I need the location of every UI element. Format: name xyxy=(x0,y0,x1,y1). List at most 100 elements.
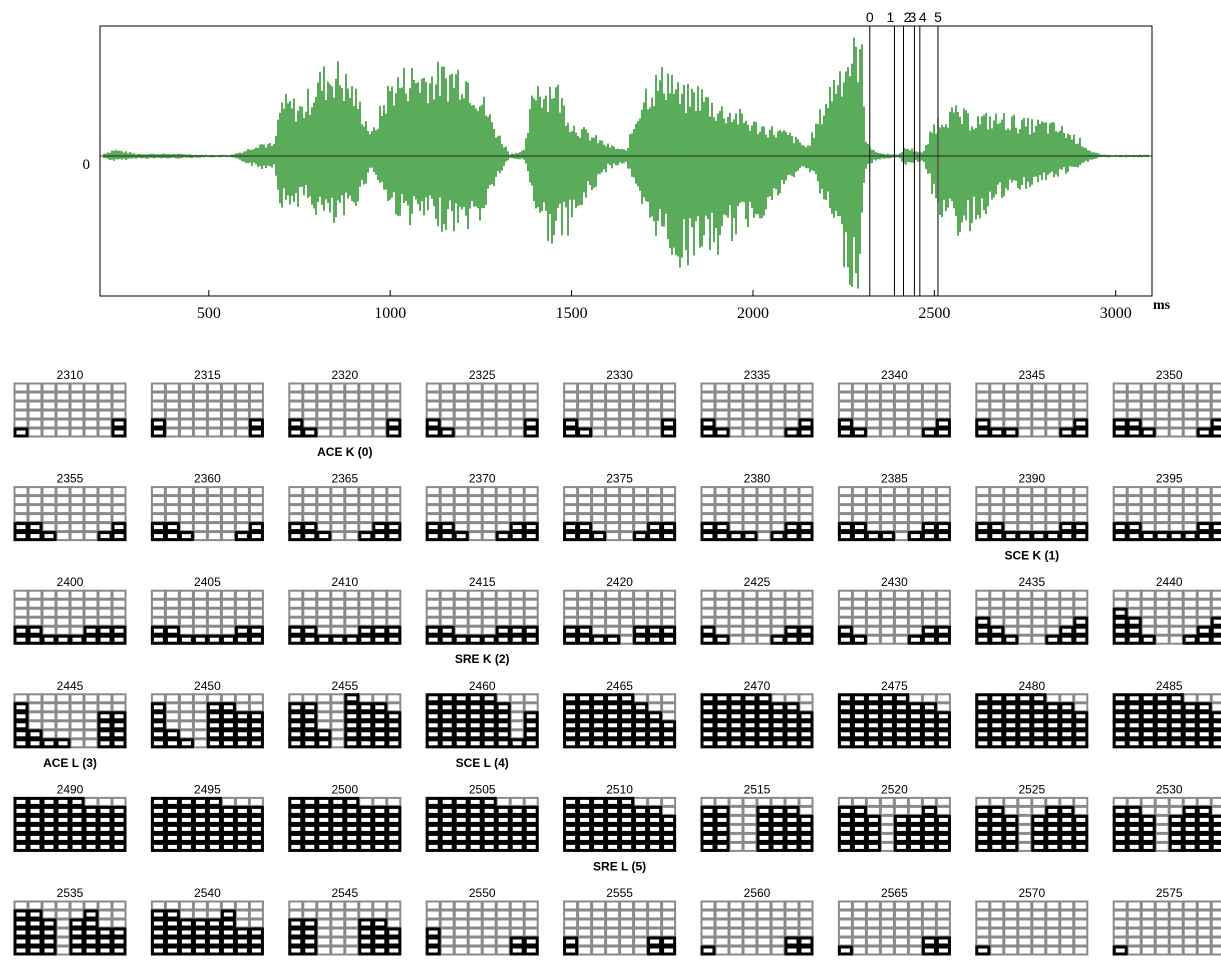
grid-cell xyxy=(344,909,360,920)
active-cell xyxy=(921,841,937,852)
frame-2520: 2520 xyxy=(837,782,951,852)
grid-cell xyxy=(192,909,208,920)
active-cell xyxy=(577,796,593,807)
active-cell xyxy=(288,418,304,429)
grid-cell xyxy=(330,409,346,420)
grid-cell xyxy=(742,504,758,515)
active-cell xyxy=(1112,720,1128,731)
grid-cell xyxy=(975,400,991,411)
active-cell xyxy=(1126,625,1142,636)
grid-cell xyxy=(27,513,43,524)
grid-cell xyxy=(975,504,991,515)
grid-cell xyxy=(605,598,621,609)
active-cell xyxy=(41,634,57,645)
grid-cell xyxy=(591,900,607,911)
grid-cell xyxy=(770,495,786,506)
grid-cell xyxy=(633,616,649,627)
grid-cell xyxy=(372,427,388,438)
active-cell xyxy=(425,796,441,807)
grid-cell xyxy=(13,504,29,515)
grid-cell xyxy=(234,400,250,411)
grid-cell xyxy=(837,927,853,938)
grid-cell xyxy=(756,616,772,627)
active-cell xyxy=(1059,814,1075,825)
active-cell xyxy=(439,427,455,438)
grid-cell xyxy=(206,900,222,911)
active-cell xyxy=(27,531,43,542)
grid-cell xyxy=(288,513,304,524)
active-cell xyxy=(1168,738,1184,749)
active-cell xyxy=(975,418,991,429)
grid-cell xyxy=(1073,504,1089,515)
grid-cell xyxy=(248,598,264,609)
active-cell xyxy=(1140,729,1156,740)
active-cell xyxy=(69,841,85,852)
grid-cell xyxy=(1210,391,1221,402)
grid-cell xyxy=(975,409,991,420)
grid-cell xyxy=(55,918,71,929)
event-marker-label: 5 xyxy=(934,9,942,25)
active-cell xyxy=(386,945,402,956)
grid-cell xyxy=(358,513,374,524)
active-cell xyxy=(69,918,85,929)
active-cell xyxy=(439,814,455,825)
active-cell xyxy=(192,805,208,816)
grid-cell xyxy=(164,589,180,600)
active-cell xyxy=(837,634,853,645)
grid-cell xyxy=(330,711,346,722)
active-cell xyxy=(661,945,677,956)
active-cell xyxy=(192,796,208,807)
grid-cell xyxy=(893,945,909,956)
active-cell xyxy=(288,823,304,834)
grid-cell xyxy=(1059,382,1075,393)
grid-cell xyxy=(619,625,635,636)
active-cell xyxy=(893,720,909,731)
active-cell xyxy=(386,711,402,722)
active-cell xyxy=(619,805,635,816)
grid-cell xyxy=(591,409,607,420)
grid-cell xyxy=(164,702,180,713)
grid-cell xyxy=(1059,796,1075,807)
grid-cell xyxy=(728,936,744,947)
grid-cell xyxy=(1210,918,1221,929)
active-cell xyxy=(83,805,99,816)
active-cell xyxy=(989,841,1005,852)
grid-cell xyxy=(907,805,923,816)
grid-cell xyxy=(344,607,360,618)
active-cell xyxy=(1045,729,1061,740)
grid-cell xyxy=(523,598,539,609)
active-cell xyxy=(495,729,511,740)
active-cell xyxy=(358,702,374,713)
active-cell xyxy=(1059,841,1075,852)
grid-cell xyxy=(700,495,716,506)
grid-cell xyxy=(728,495,744,506)
active-cell xyxy=(742,702,758,713)
grid-cell xyxy=(330,729,346,740)
active-cell xyxy=(907,702,923,713)
active-cell xyxy=(164,814,180,825)
grid-cell xyxy=(770,918,786,929)
active-cell xyxy=(1017,702,1033,713)
grid-cell xyxy=(220,400,236,411)
active-cell xyxy=(921,805,937,816)
active-cell xyxy=(865,841,881,852)
grid-cell xyxy=(770,589,786,600)
grid-cell xyxy=(150,616,166,627)
active-cell xyxy=(425,814,441,825)
active-cell xyxy=(164,927,180,938)
active-cell xyxy=(27,909,43,920)
active-cell xyxy=(619,711,635,722)
active-cell xyxy=(467,702,483,713)
grid-cell xyxy=(467,607,483,618)
grid-cell xyxy=(633,607,649,618)
grid-cell xyxy=(865,796,881,807)
grid-cell xyxy=(1168,382,1184,393)
x-tick-label: 1000 xyxy=(374,305,406,322)
grid-cell xyxy=(97,616,113,627)
active-cell xyxy=(935,729,951,740)
grid-cell xyxy=(647,796,663,807)
grid-cell xyxy=(467,598,483,609)
grid-cell xyxy=(164,900,180,911)
active-cell xyxy=(234,729,250,740)
grid-cell xyxy=(495,382,511,393)
